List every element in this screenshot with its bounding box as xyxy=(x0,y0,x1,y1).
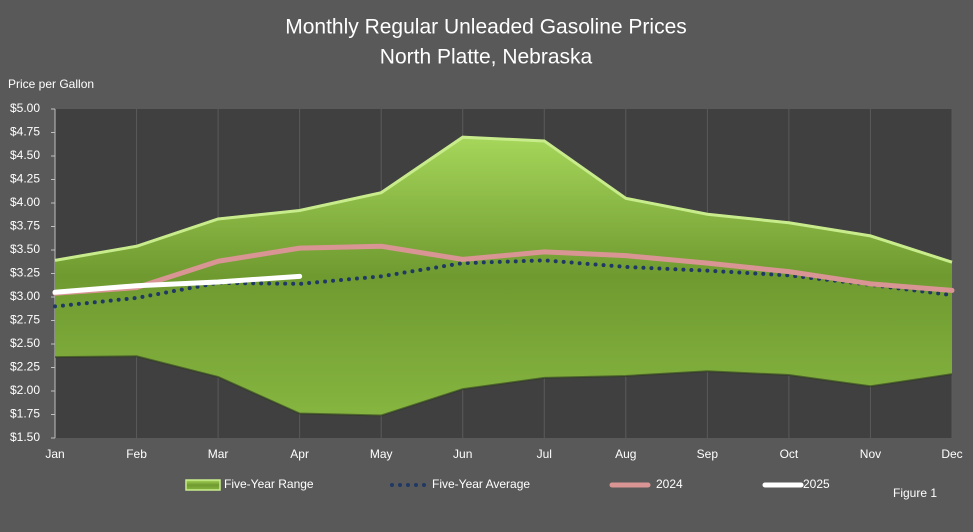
legend-label: Five-Year Range xyxy=(224,477,314,491)
chart-title: Monthly Regular Unleaded Gasoline Prices xyxy=(285,16,687,39)
range-upper-edge xyxy=(54,135,953,264)
x-tick-label: Aug xyxy=(615,447,636,461)
x-tick-label: Oct xyxy=(780,447,799,461)
y-tick-label: $4.00 xyxy=(10,195,40,209)
y-tick-label: $2.75 xyxy=(10,313,40,327)
y-tick-label: $2.00 xyxy=(10,383,40,397)
x-tick-label: Dec xyxy=(941,447,962,461)
range-area xyxy=(55,137,952,416)
x-tick-label: Jul xyxy=(537,447,552,461)
x-tick-label: Jan xyxy=(45,447,64,461)
y-tick-label: $2.25 xyxy=(10,360,40,374)
x-tick-label: May xyxy=(370,447,393,461)
y-tick-label: $3.25 xyxy=(10,266,40,280)
y-tick-label: $4.25 xyxy=(10,172,40,186)
series-line xyxy=(52,273,303,295)
legend-swatch xyxy=(185,479,221,491)
y-axis-label: Price per Gallon xyxy=(8,77,94,91)
y-tick-label: $3.50 xyxy=(10,242,40,256)
y-tick-label: $1.50 xyxy=(10,430,40,444)
legend-label: Five-Year Average xyxy=(432,477,530,491)
y-tick-label: $4.50 xyxy=(10,148,40,162)
x-tick-label: Sep xyxy=(697,447,719,461)
x-tick-label: Mar xyxy=(208,447,229,461)
y-tick-label: $3.00 xyxy=(10,289,40,303)
y-tick-label: $1.75 xyxy=(10,407,40,421)
x-tick-label: Feb xyxy=(126,447,147,461)
legend-label: 2024 xyxy=(656,477,683,491)
x-tick-label: Jun xyxy=(453,447,472,461)
x-tick-label: Apr xyxy=(290,447,309,461)
legend-label: 2025 xyxy=(803,477,830,491)
annotation: Figure 1 xyxy=(893,486,937,500)
y-tick-label: $5.00 xyxy=(10,101,40,115)
y-tick-label: $3.75 xyxy=(10,219,40,233)
series-line xyxy=(53,258,954,309)
y-tick-label: $2.50 xyxy=(10,336,40,350)
x-tick-label: Nov xyxy=(860,447,881,461)
chart-subtitle: North Platte, Nebraska xyxy=(380,46,593,69)
y-tick-label: $4.75 xyxy=(10,125,40,139)
range-lower-edge xyxy=(54,355,953,417)
series-line xyxy=(52,243,955,296)
